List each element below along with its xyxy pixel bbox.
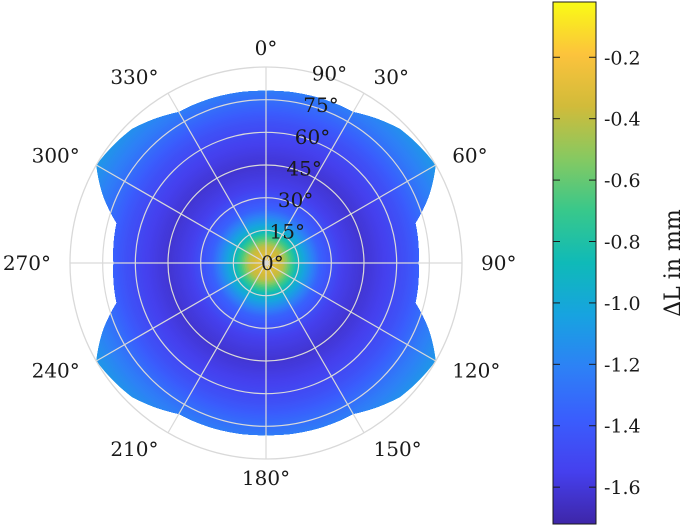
colorbar: -0.2 -0.4 -0.6 -0.8 -1.0 -1.2 -1.4 -1.6 ΔL in m… xyxy=(552,1,685,525)
colorbar-tick-label: -1.4 xyxy=(604,416,641,438)
radial-tick-label: 60° xyxy=(295,125,330,149)
colorbar-tick-label: -1.2 xyxy=(604,354,641,376)
angular-grid-line xyxy=(167,262,267,434)
angular-tick-label: 180° xyxy=(242,466,290,490)
colorbar-tick-label: -1.6 xyxy=(604,477,641,499)
angular-tick-label: 0° xyxy=(255,36,278,60)
polar-grid xyxy=(69,66,463,460)
angular-tick-label: 270° xyxy=(3,251,51,275)
radial-tick-label: 45° xyxy=(286,156,321,180)
colorbar-tick-label: -1.0 xyxy=(604,293,641,315)
angular-tick-label: 30° xyxy=(374,65,409,89)
radial-tick-label: 15° xyxy=(270,219,305,243)
angular-tick-label: 210° xyxy=(110,437,158,461)
angular-tick-label: 300° xyxy=(32,144,80,168)
angular-grid-line xyxy=(265,92,365,264)
radial-tick-label: 0° xyxy=(261,251,284,275)
angular-grid-line xyxy=(95,164,267,264)
colorbar-ticks: -0.2 -0.4 -0.6 -0.8 -1.0 -1.2 -1.4 -1.6 xyxy=(553,47,641,499)
angular-grid-line xyxy=(265,262,437,362)
angular-grid-line xyxy=(265,164,437,264)
angular-tick-label: 240° xyxy=(32,359,80,383)
angular-tick-label: 120° xyxy=(452,359,500,383)
angular-grid-line xyxy=(265,262,365,434)
radial-tick-labels: 0° 15° 30° 45° 60° 75° 90° xyxy=(261,62,347,275)
angular-tick-label: 150° xyxy=(374,437,422,461)
angular-tick-label: 90° xyxy=(481,251,516,275)
angular-grid-line xyxy=(167,92,267,264)
angular-tick-label: 60° xyxy=(452,144,487,168)
radial-tick-label: 30° xyxy=(278,188,313,212)
radial-tick-label: 75° xyxy=(303,93,338,117)
angular-tick-labels: 0° 30° 60° 90° 120° 150° 180° 210° 240° 270° 300° 3… xyxy=(3,36,517,490)
colorbar-label: ΔL in mm xyxy=(661,209,685,317)
angular-tick-label: 330° xyxy=(110,65,158,89)
radial-tick-label: 90° xyxy=(312,62,347,86)
colorbar-bar xyxy=(552,1,597,525)
angular-grid-line xyxy=(95,262,267,362)
colorbar-tick-label: -0.8 xyxy=(604,232,641,254)
colorbar-tick-label: -0.4 xyxy=(604,109,641,131)
colorbar-tick-label: -0.6 xyxy=(604,170,641,192)
colorbar-tick-label: -0.2 xyxy=(604,47,641,69)
